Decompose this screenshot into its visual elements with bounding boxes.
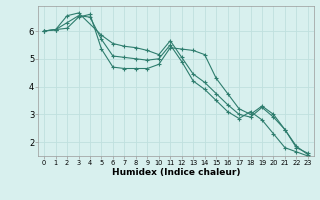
X-axis label: Humidex (Indice chaleur): Humidex (Indice chaleur)	[112, 168, 240, 177]
